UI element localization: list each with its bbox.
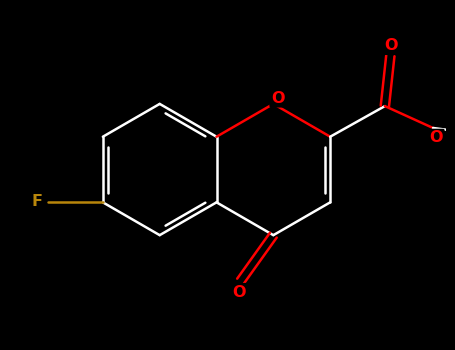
- Text: F: F: [32, 194, 43, 209]
- Text: O: O: [271, 91, 284, 106]
- Text: O: O: [384, 38, 398, 54]
- Text: O: O: [384, 38, 398, 54]
- Text: F: F: [32, 194, 43, 209]
- Text: O: O: [233, 285, 246, 300]
- Text: O: O: [271, 91, 284, 106]
- Text: O: O: [430, 130, 443, 145]
- Text: O: O: [430, 130, 443, 145]
- Text: O: O: [233, 285, 246, 300]
